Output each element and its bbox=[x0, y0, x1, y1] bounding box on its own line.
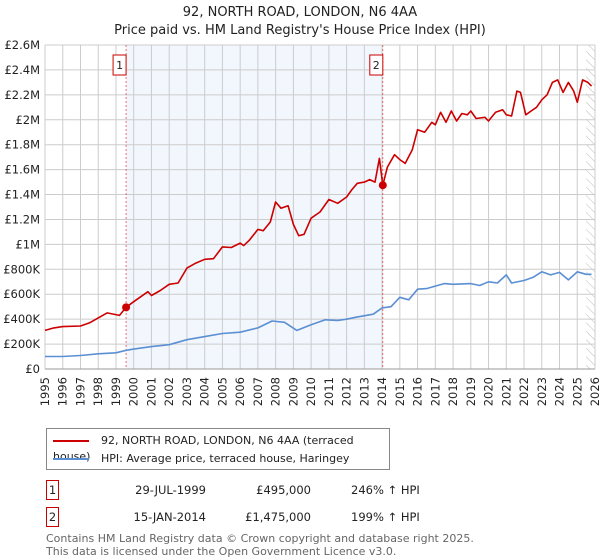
x-tick-label: 2005 bbox=[215, 377, 229, 406]
y-tick-label: £400K bbox=[3, 312, 40, 326]
x-tick-label: 2000 bbox=[127, 377, 141, 406]
sale-hpi-change: 199% ↑ HPI bbox=[351, 510, 420, 524]
y-tick-label: £1.2M bbox=[4, 212, 40, 226]
x-tick-label: 1998 bbox=[91, 377, 105, 406]
y-tick-label: £2.6M bbox=[4, 38, 40, 52]
x-tick-label: 2011 bbox=[322, 377, 336, 406]
x-tick-label: 2019 bbox=[464, 377, 478, 406]
y-tick-label: £1.4M bbox=[4, 188, 40, 202]
x-tick-label: 2006 bbox=[233, 377, 247, 406]
y-tick-label: £600K bbox=[3, 287, 40, 301]
hatched-future-region bbox=[586, 45, 595, 369]
y-tick-label: £2.2M bbox=[4, 88, 40, 102]
x-tick-label: 2017 bbox=[428, 377, 442, 406]
x-tick-label: 2002 bbox=[162, 377, 176, 406]
hpi-line bbox=[45, 271, 592, 358]
x-tick-label: 2022 bbox=[517, 377, 531, 406]
x-tick-label: 2018 bbox=[446, 377, 460, 406]
x-tick-label: 2003 bbox=[180, 377, 194, 406]
y-tick-label: £2M bbox=[15, 113, 40, 127]
sale-point bbox=[378, 181, 387, 190]
x-tick-label: 1999 bbox=[109, 377, 123, 406]
x-tick-label: 2020 bbox=[482, 377, 496, 406]
x-tick-label: 1996 bbox=[56, 377, 70, 406]
x-tick-label: 1997 bbox=[73, 377, 87, 406]
y-tick-label: £1.8M bbox=[4, 138, 40, 152]
x-tick-label: 2007 bbox=[251, 377, 265, 406]
x-tick-label: 2015 bbox=[393, 377, 407, 406]
sale-marker: 2 bbox=[46, 507, 59, 527]
sale-price: £1,475,000 bbox=[245, 510, 311, 524]
sale-label: 1 bbox=[116, 59, 123, 72]
sale-label: 2 bbox=[373, 59, 380, 72]
x-tick-label: 2001 bbox=[144, 377, 158, 406]
sale-label-box bbox=[112, 54, 127, 76]
y-tick-label: £0 bbox=[25, 362, 40, 376]
legend-item-property: 92, NORTH ROAD, LONDON, N6 4AA (terraced… bbox=[53, 433, 389, 463]
x-tick-label: 2010 bbox=[304, 377, 318, 406]
footer-licence: This data is licensed under the Open Gov… bbox=[46, 545, 397, 558]
footer: Contains HM Land Registry data © Crown c… bbox=[46, 532, 474, 558]
sale-marker: 1 bbox=[46, 480, 59, 500]
y-tick-label: £1M bbox=[15, 237, 40, 251]
y-tick-label: £800K bbox=[3, 262, 40, 276]
sale-date: 15-JAN-2014 bbox=[133, 510, 207, 524]
y-tick-label: £2.4M bbox=[4, 63, 40, 77]
x-tick-label: 2004 bbox=[198, 377, 212, 406]
sale-point bbox=[122, 303, 131, 312]
x-tick-label: 1995 bbox=[38, 377, 52, 406]
title: 92, NORTH ROAD, LONDON, N6 4AA bbox=[182, 5, 418, 20]
x-tick-label: 2014 bbox=[375, 377, 389, 406]
x-tick-label: 2024 bbox=[553, 377, 567, 406]
sale-hpi-change: 246% ↑ HPI bbox=[351, 483, 420, 497]
y-tick-label: £200K bbox=[3, 337, 40, 351]
footer-copyright: Contains HM Land Registry data © Crown c… bbox=[46, 532, 474, 545]
legend-swatch bbox=[53, 458, 89, 460]
x-tick-label: 2012 bbox=[340, 377, 354, 406]
x-tick-label: 2008 bbox=[269, 377, 283, 406]
legend-swatch bbox=[53, 440, 89, 442]
x-tick-label: 2016 bbox=[411, 377, 425, 406]
legend: 92, NORTH ROAD, LONDON, N6 4AA (terraced… bbox=[46, 428, 390, 470]
x-tick-label: 2026 bbox=[588, 377, 600, 406]
x-tick-label: 2013 bbox=[357, 377, 371, 406]
chart-title: 92, NORTH ROAD, LONDON, N6 4AA Price pai… bbox=[0, 4, 600, 40]
y-tick-label: £1.6M bbox=[4, 163, 40, 177]
x-tick-label: 2009 bbox=[286, 377, 300, 406]
legend-label: HPI: Average price, terraced house, Hari… bbox=[101, 452, 350, 465]
x-tick-label: 2021 bbox=[499, 377, 513, 406]
price-chart: 1995 1996 1997 1998 1999 2000 2001 2002 2003 2004… bbox=[3, 38, 600, 406]
property-price-line bbox=[44, 79, 593, 332]
x-tick-label: 2023 bbox=[535, 377, 549, 406]
sale-label-box bbox=[369, 54, 384, 76]
legend-item-hpi: HPI: Average price, terraced house, Hari… bbox=[53, 451, 349, 467]
x-tick-label: 2025 bbox=[570, 377, 584, 406]
shaded-ownership-period bbox=[126, 45, 383, 369]
sale-price: £495,000 bbox=[256, 483, 311, 497]
subtitle: Price paid vs. HM Land Registry's House … bbox=[114, 23, 486, 38]
sale-date: 29-JUL-1999 bbox=[135, 483, 206, 497]
